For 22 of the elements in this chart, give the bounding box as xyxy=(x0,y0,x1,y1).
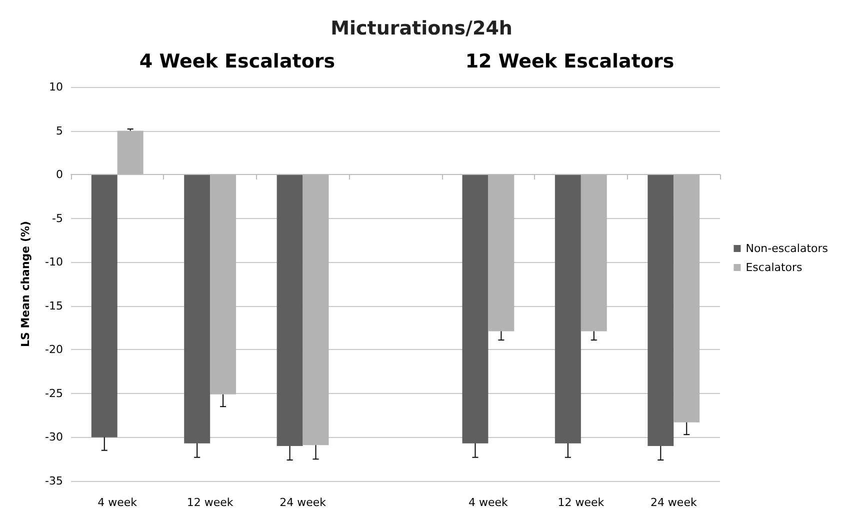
x-tick-label: 24 week xyxy=(650,496,698,509)
chart-title: Micturations/24h xyxy=(330,18,512,40)
y-axis-title: LS Mean change (%) xyxy=(19,220,32,348)
x-tick-label: 12 week xyxy=(558,496,605,509)
y-tick-label: 10 xyxy=(49,80,63,94)
y-tick-label: -30 xyxy=(45,430,63,444)
y-tick-label: -10 xyxy=(45,256,63,269)
x-tick-label: 24 week xyxy=(280,496,327,509)
y-tick-label: -35 xyxy=(45,474,63,488)
x-tick-label: 4 week xyxy=(468,496,509,509)
y-tick-label: -15 xyxy=(45,299,63,312)
y-tick-label: 0 xyxy=(56,168,63,182)
y-tick-label: -5 xyxy=(52,212,63,225)
text: 4 Week Escalators xyxy=(139,50,336,72)
x-tick-label: 12 week xyxy=(186,496,234,509)
x-tick-label: 4 week xyxy=(98,496,138,509)
text: 12 Week Escalators xyxy=(465,50,674,72)
legend-label: Non-escalators xyxy=(746,242,828,255)
y-tick-label: -25 xyxy=(45,386,63,400)
y-tick-label: 5 xyxy=(56,124,63,138)
legend-label: Escalators xyxy=(746,261,803,274)
y-tick-label: -20 xyxy=(45,343,63,356)
